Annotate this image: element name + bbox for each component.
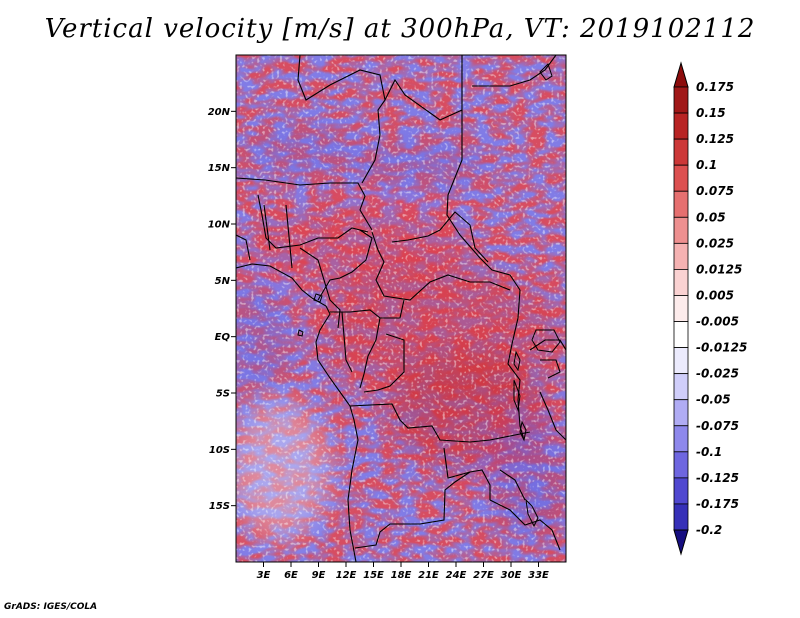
colorbar-label: 0.025 bbox=[696, 236, 734, 250]
lon-tick-label: 24E bbox=[446, 570, 467, 581]
longitude-axis: 3E 6E 9E 12E 15E 18E 21E 24E 27E 30E 33E bbox=[257, 562, 549, 581]
colorbar-segment bbox=[673, 112, 689, 140]
lon-tick-label: 27E bbox=[473, 570, 494, 581]
colorbar-segment bbox=[673, 295, 689, 322]
colorbar-label: 0.15 bbox=[696, 106, 726, 120]
country-borders bbox=[236, 55, 566, 562]
colorbar-segment bbox=[673, 269, 689, 296]
lon-tick-label: 3E bbox=[257, 570, 271, 581]
colorbar-label: 0.005 bbox=[696, 288, 734, 302]
lat-tick-label: 10N bbox=[208, 220, 231, 231]
lon-tick-label: 21E bbox=[418, 570, 439, 581]
lon-tick-label: 30E bbox=[501, 570, 522, 581]
colorbar-segment bbox=[673, 347, 689, 375]
colorbar-segment bbox=[673, 451, 689, 479]
colorbar-segment bbox=[673, 216, 689, 244]
lon-tick-label: 15E bbox=[363, 570, 384, 581]
colorbar-label: -0.0125 bbox=[696, 341, 747, 355]
colorbar-top-arrow bbox=[673, 61, 689, 88]
colorbar-segment bbox=[673, 190, 689, 218]
colorbar-label: 0.0125 bbox=[696, 262, 742, 276]
colorbar-label: 0.075 bbox=[696, 184, 734, 198]
lakes-and-coast-details bbox=[297, 63, 561, 528]
lon-tick-label: 33E bbox=[528, 570, 549, 581]
colorbar-segment bbox=[673, 242, 689, 270]
grads-credit: GrADS: IGES/COLA bbox=[4, 602, 98, 612]
colorbar-segment bbox=[673, 138, 689, 166]
colorbar-label: -0.125 bbox=[696, 471, 739, 485]
colorbar-bottom-arrow bbox=[673, 529, 689, 556]
colorbar-label: -0.025 bbox=[696, 367, 739, 381]
map-title: Vertical velocity [m/s] at 300hPa, VT: 2… bbox=[44, 14, 756, 44]
latitude-axis: 20N 15N 10N 5N EQ 5S 10S 15S bbox=[208, 107, 236, 512]
colorbar-segment bbox=[673, 373, 689, 401]
lat-tick-label: 5S bbox=[216, 389, 230, 400]
colorbar-label: -0.1 bbox=[696, 445, 722, 459]
lat-tick-label: 10S bbox=[209, 445, 230, 456]
colorbar-label: -0.005 bbox=[696, 315, 739, 329]
colorbar-label: -0.05 bbox=[696, 393, 731, 407]
colorbar-label: 0.125 bbox=[696, 132, 734, 146]
lon-tick-label: 18E bbox=[391, 570, 412, 581]
colorbar-segment bbox=[673, 86, 689, 114]
colorbar-segment bbox=[673, 399, 689, 427]
colorbar-label: -0.075 bbox=[696, 419, 739, 433]
colorbar-segment bbox=[673, 477, 689, 505]
colorbar-label: -0.175 bbox=[696, 497, 739, 511]
colorbar-label: -0.2 bbox=[696, 523, 722, 537]
lat-tick-label: 5N bbox=[215, 276, 231, 287]
colorbar-label: 0.05 bbox=[696, 210, 726, 224]
colorbar-segment bbox=[673, 321, 689, 348]
lat-tick-label: EQ bbox=[215, 332, 231, 343]
lon-tick-label: 9E bbox=[312, 570, 326, 581]
colorbar-label: 0.1 bbox=[696, 158, 717, 172]
colorbar-legend: 0.175 0.15 0.125 0.1 0.075 0.05 0.025 0.0125 0.0… bbox=[673, 61, 747, 556]
lon-tick-label: 6E bbox=[284, 570, 298, 581]
lat-tick-label: 20N bbox=[208, 107, 231, 118]
colorbar-label: 0.175 bbox=[696, 80, 734, 94]
lon-tick-label: 12E bbox=[336, 570, 357, 581]
velocity-field bbox=[236, 55, 566, 562]
colorbar-segment bbox=[673, 503, 689, 531]
colorbar-segment bbox=[673, 164, 689, 192]
lat-tick-label: 15S bbox=[209, 501, 230, 512]
lat-tick-label: 15N bbox=[208, 163, 231, 174]
colorbar-segment bbox=[673, 425, 689, 453]
